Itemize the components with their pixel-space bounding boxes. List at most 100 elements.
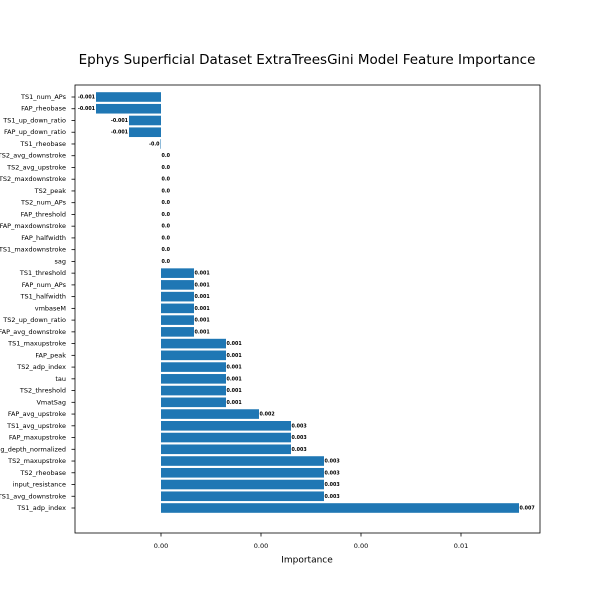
y-tick-label: FAP_num_APs (22, 281, 67, 289)
value-label: 0.003 (325, 470, 340, 476)
bar (160, 139, 161, 149)
y-tick-label: input_resistance (13, 481, 66, 489)
y-tick-label: TS1_maxupstroke (7, 340, 66, 348)
bar (161, 327, 194, 337)
bar (161, 421, 291, 431)
y-tick-label: vmbaseM (35, 304, 66, 312)
y-tick-label: TS2_peak (34, 187, 67, 195)
value-label: 0.001 (227, 400, 242, 406)
value-label: 0.007 (520, 506, 535, 512)
value-label: 0.001 (227, 365, 242, 371)
value-label: 0.0 (162, 247, 171, 253)
bar (96, 92, 161, 102)
bar (161, 362, 226, 372)
y-tick-label: TS1_rheobase (19, 140, 66, 148)
x-tick-label: 0.00 (254, 542, 268, 550)
value-label: 0.003 (325, 459, 340, 465)
value-label: 0.0 (162, 200, 171, 206)
y-tick-label: TS2_adp_index (16, 363, 66, 371)
value-label: 0.001 (227, 388, 242, 394)
value-label: 0.001 (227, 376, 242, 382)
bar (161, 374, 226, 384)
y-tick-label: FAP_halfwidth (21, 234, 66, 242)
y-tick-label: FAP_rheobase (21, 105, 66, 113)
value-label: 0.001 (227, 353, 242, 359)
value-label: 0.003 (292, 423, 307, 429)
y-tick-label: tau (55, 375, 66, 383)
plot-frame (74, 84, 541, 534)
value-label: 0.003 (325, 482, 340, 488)
value-label: 0.001 (227, 341, 242, 347)
y-tick-label: TS1_avg_downstroke (0, 492, 66, 500)
bar (161, 444, 291, 455)
bar (161, 409, 259, 419)
y-tick-label: FAP_threshold (21, 210, 66, 218)
y-tick-label: TS1_halfwidth (20, 293, 66, 301)
y-tick-label: TS1_maxdownstroke (0, 246, 66, 254)
value-label: 0.003 (292, 435, 307, 441)
y-tick-label: FAP_maxdownstroke (0, 222, 66, 230)
bar (161, 503, 519, 513)
value-label: 0.0 (162, 165, 171, 171)
y-tick-label: TS2_threshold (19, 387, 66, 395)
y-tick-label: FAP_maxupstroke (9, 434, 66, 442)
value-label: 0.001 (195, 294, 210, 300)
value-label: 0.0 (162, 188, 171, 194)
bar (161, 397, 226, 408)
y-tick-label: VmatSag (36, 398, 66, 406)
value-label: 0.0 (162, 177, 171, 183)
value-label: -0.0 (149, 141, 160, 147)
y-tick-label: TS2_num_APs (20, 199, 67, 207)
bar (96, 103, 161, 114)
y-tick-label: FAP_peak (35, 351, 66, 359)
x-tick-label: 0.00 (154, 542, 168, 550)
y-tick-label: TS2_avg_downstroke (0, 152, 66, 160)
y-tick-label: sag_depth_normalized (0, 445, 66, 453)
bar (161, 491, 324, 502)
value-label: 0.0 (162, 153, 171, 159)
x-axis-label: Importance (281, 556, 333, 566)
value-label: 0.001 (195, 282, 210, 288)
value-label: 0.001 (195, 329, 210, 335)
bar (129, 115, 161, 126)
bar (129, 127, 161, 138)
y-tick-label: TS2_up_down_ratio (2, 316, 66, 324)
bar (161, 385, 226, 396)
bar (161, 315, 194, 325)
y-tick-label: TS2_avg_upstroke (6, 163, 66, 171)
bar (161, 280, 194, 290)
y-tick-label: FAP_avg_downstroke (0, 328, 66, 336)
value-label: 0.003 (292, 447, 307, 453)
y-tick-label: TS1_avg_upstroke (6, 422, 66, 430)
bar (161, 338, 226, 349)
y-tick-label: TS2_maxupstroke (7, 457, 66, 465)
bar (161, 467, 324, 478)
value-label: 0.002 (260, 412, 275, 418)
y-tick-label: TS2_rheobase (19, 469, 66, 477)
y-tick-label: TS2_maxdownstroke (0, 175, 66, 183)
bar (161, 268, 194, 278)
y-tick-label: TS1_num_APs (20, 93, 67, 101)
value-label: 0.001 (195, 271, 210, 277)
value-label: 0.0 (162, 235, 171, 241)
value-label: 0.001 (195, 306, 210, 312)
bar (161, 479, 324, 490)
chart-title: Ephys Superficial Dataset ExtraTreesGini… (79, 52, 536, 68)
value-label: 0.003 (325, 494, 340, 500)
x-tick-label: 0.01 (454, 542, 468, 550)
value-label: -0.001 (111, 130, 128, 136)
y-tick-label: FAP_avg_upstroke (8, 410, 66, 418)
value-label: -0.001 (78, 106, 95, 112)
y-tick-label: TS1_adp_index (16, 504, 66, 512)
value-label: -0.001 (78, 95, 95, 101)
y-tick-label: sag (55, 257, 67, 265)
bar (161, 432, 291, 443)
value-label: 0.0 (162, 224, 171, 230)
bar (161, 303, 194, 314)
y-tick-label: FAP_up_down_ratio (4, 128, 66, 136)
y-tick-label: TS1_threshold (19, 269, 66, 277)
y-tick-label: TS1_up_down_ratio (2, 116, 66, 124)
value-label: -0.001 (111, 118, 128, 124)
value-label: 0.0 (162, 259, 171, 265)
bar (161, 350, 226, 361)
